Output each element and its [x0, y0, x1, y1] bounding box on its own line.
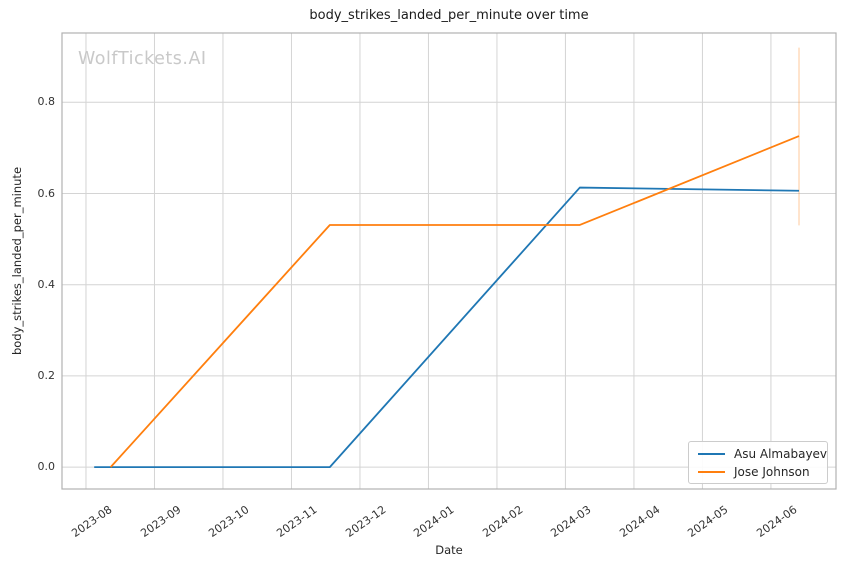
watermark: WolfTickets.AI	[78, 49, 207, 69]
legend: Asu Almabayev Jose Johnson	[688, 441, 828, 484]
y-tick-label: 0.4	[37, 277, 56, 291]
y-tick-label: 0.8	[37, 95, 56, 109]
x-axis-label: Date	[435, 543, 463, 557]
y-tick-label: 0.2	[37, 368, 56, 382]
legend-label: Asu Almabayev	[734, 446, 828, 461]
legend-line-swatch	[698, 452, 725, 455]
chart-title: body_strikes_landed_per_minute over time	[309, 8, 589, 23]
legend-item: Asu Almabayev	[698, 446, 827, 461]
legend-line-swatch	[698, 470, 725, 473]
y-tick-label: 0.6	[37, 186, 56, 200]
plot-border	[61, 32, 837, 490]
legend-item: Jose Johnson	[698, 464, 821, 479]
series-line-asu-almabayev	[94, 186, 800, 469]
legend-label: Jose Johnson	[734, 464, 810, 479]
y-tick-label: 0.0	[37, 460, 56, 474]
series-line-jose-johnson	[109, 135, 800, 468]
